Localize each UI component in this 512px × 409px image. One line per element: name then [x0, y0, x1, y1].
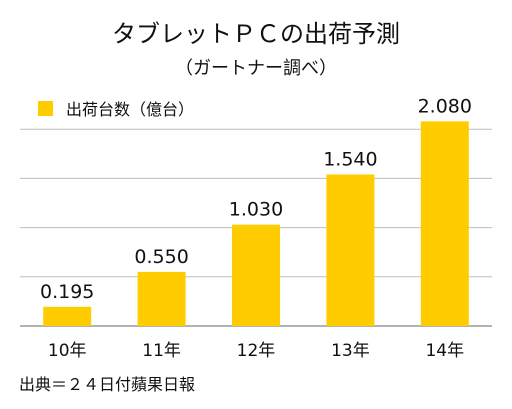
value-label-0: 0.195 [40, 281, 94, 303]
x-tick-label-1: 11年 [142, 341, 181, 361]
value-labels: 0.195 0.550 1.030 1.540 2.080 [40, 95, 472, 302]
x-axis-tick-labels: 10年 11年 12年 13年 14年 [48, 341, 464, 361]
x-tick-label-0: 10年 [48, 341, 87, 361]
chart-title: タブレットＰＣの出荷予測 [112, 20, 400, 48]
value-label-4: 2.080 [418, 95, 472, 117]
source-note: 出典＝２４日付蘋果日報 [19, 375, 195, 394]
x-tick-label-3: 13年 [331, 341, 370, 361]
x-tick-label-4: 14年 [425, 341, 464, 361]
legend-swatch [38, 101, 53, 116]
x-tick-label-2: 12年 [237, 341, 276, 361]
legend-label: 出荷台数（億台） [66, 100, 194, 119]
bar-3 [326, 174, 375, 326]
bar-1 [137, 271, 186, 326]
value-label-1: 0.550 [134, 246, 188, 268]
bars [43, 121, 469, 326]
bar-0 [43, 306, 92, 326]
chart-subtitle: （ガートナー調べ） [175, 58, 337, 79]
bar-4 [420, 121, 469, 326]
bar-2 [232, 224, 280, 326]
value-label-3: 1.540 [323, 148, 377, 170]
value-label-2: 1.030 [229, 199, 283, 221]
